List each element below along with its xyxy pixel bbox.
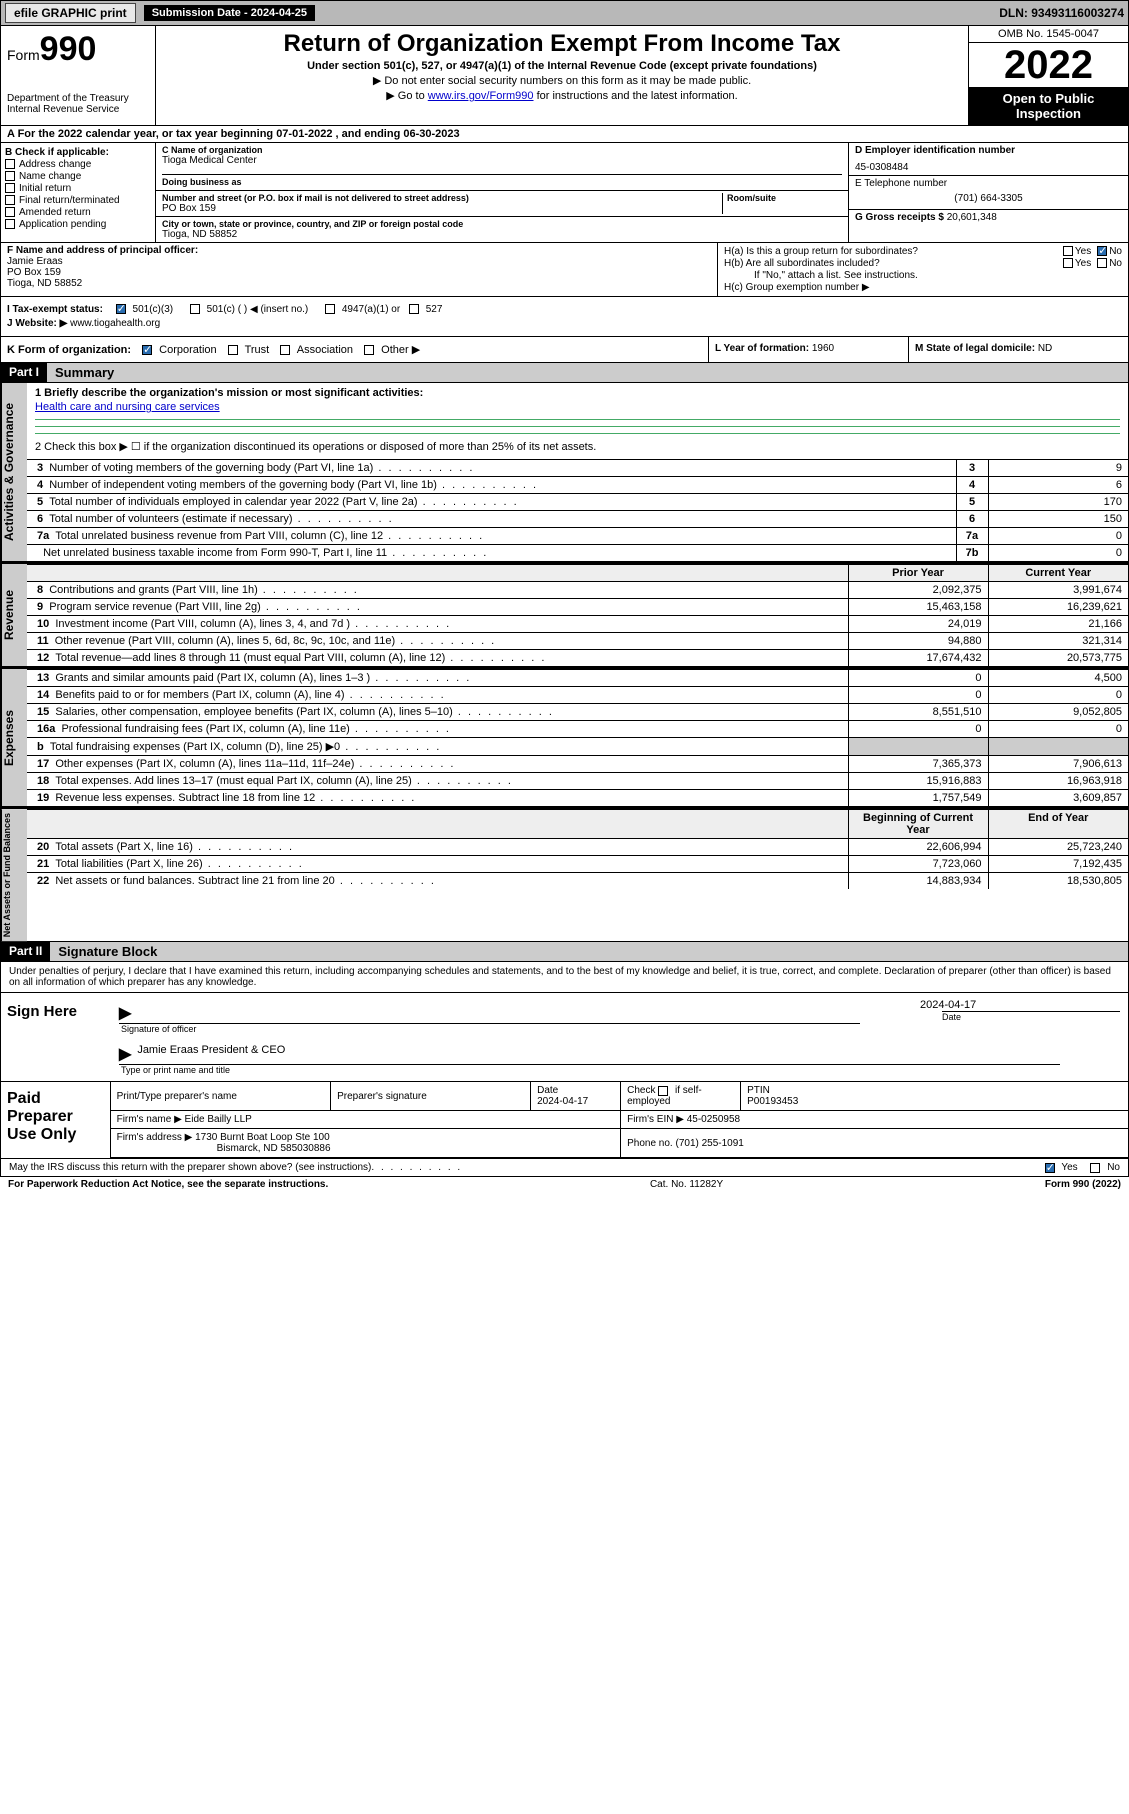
dln-label: DLN: 93493116003274 bbox=[999, 6, 1124, 20]
submission-date: Submission Date - 2024-04-25 bbox=[144, 5, 315, 21]
instructions-link[interactable]: www.irs.gov/Form990 bbox=[428, 90, 534, 102]
revenue-table: Prior YearCurrent Year 8 Contributions a… bbox=[27, 564, 1128, 666]
part-ii-header: Part II bbox=[1, 942, 50, 961]
firm-name: Eide Bailly LLP bbox=[185, 1114, 252, 1125]
firm-addr1: 1730 Burnt Boat Loop Ste 100 bbox=[195, 1132, 330, 1143]
netassets-table: Beginning of Current YearEnd of Year 20 … bbox=[27, 809, 1128, 889]
sig-date: 2024-04-17 bbox=[920, 999, 1120, 1011]
firm-phone: (701) 255-1091 bbox=[675, 1138, 743, 1149]
open-inspection: Open to Public Inspection bbox=[969, 87, 1128, 125]
form-number: 990 bbox=[40, 30, 97, 68]
line-j: J Website: ▶ www.tiogahealth.org bbox=[7, 318, 1122, 329]
signature-intro: Under penalties of perjury, I declare th… bbox=[0, 962, 1129, 993]
top-toolbar: efile GRAPHIC print Submission Date - 20… bbox=[0, 0, 1129, 26]
discuss-row: May the IRS discuss this return with the… bbox=[0, 1159, 1129, 1177]
paid-preparer-label: Paid Preparer Use Only bbox=[1, 1082, 111, 1158]
dept-label: Department of the Treasury bbox=[7, 93, 149, 104]
firm-ein: 45-0250958 bbox=[687, 1114, 740, 1125]
form-title: Return of Organization Exempt From Incom… bbox=[162, 30, 962, 58]
paid-preparer-table: Print/Type preparer's name Preparer's si… bbox=[111, 1082, 1128, 1158]
part-ii-title: Signature Block bbox=[50, 942, 1128, 961]
goto-note: ▶ Go to www.irs.gov/Form990 for instruct… bbox=[162, 89, 962, 102]
tax-year: 2022 bbox=[969, 43, 1128, 87]
form-word: Form bbox=[7, 47, 40, 63]
side-revenue: Revenue bbox=[1, 564, 27, 666]
form-footer: Form 990 (2022) bbox=[1045, 1179, 1121, 1190]
org-name: Tioga Medical Center bbox=[162, 155, 842, 166]
cat-no: Cat. No. 11282Y bbox=[650, 1179, 723, 1190]
omb-number: OMB No. 1545-0047 bbox=[969, 26, 1128, 43]
expenses-table: 13 Grants and similar amounts paid (Part… bbox=[27, 669, 1128, 806]
line-i: I Tax-exempt status: 501(c)(3) 501(c) ( … bbox=[7, 304, 1122, 315]
firm-addr2: Bismarck, ND 585030886 bbox=[217, 1143, 331, 1154]
mission-link[interactable]: Health care and nursing care services bbox=[35, 401, 220, 413]
org-address: PO Box 159 bbox=[162, 203, 722, 214]
officer-name: Jamie Eraas President & CEO bbox=[137, 1044, 285, 1064]
ssn-note: ▶ Do not enter social security numbers o… bbox=[162, 74, 962, 87]
summary-lines-3-7: 3 Number of voting members of the govern… bbox=[27, 459, 1128, 561]
ptin: P00193453 bbox=[747, 1096, 798, 1107]
side-expenses: Expenses bbox=[1, 669, 27, 806]
org-city: Tioga, ND 58852 bbox=[162, 229, 842, 240]
domicile: ND bbox=[1038, 343, 1052, 354]
irs-label: Internal Revenue Service bbox=[7, 104, 149, 115]
website: www.tiogahealth.org bbox=[70, 318, 160, 329]
ein: 45-0308484 bbox=[855, 162, 1122, 173]
section-b: B Check if applicable: Address change Na… bbox=[1, 143, 156, 242]
part-i-title: Summary bbox=[47, 363, 1128, 382]
section-c: C Name of organization Tioga Medical Cen… bbox=[156, 143, 848, 242]
form-subtitle: Under section 501(c), 527, or 4947(a)(1)… bbox=[162, 60, 962, 72]
part-i-header: Part I bbox=[1, 363, 47, 382]
gross-receipts: 20,601,348 bbox=[947, 212, 997, 223]
efile-print-button[interactable]: efile GRAPHIC print bbox=[5, 3, 136, 23]
line-k: K Form of organization: Corporation Trus… bbox=[1, 337, 708, 362]
section-h: H(a) Is this a group return for subordin… bbox=[718, 243, 1128, 296]
section-f: F Name and address of principal officer:… bbox=[1, 243, 718, 296]
year-formation: 1960 bbox=[812, 343, 834, 354]
sign-here-label: Sign Here bbox=[1, 993, 91, 1081]
side-netassets: Net Assets or Fund Balances bbox=[1, 809, 27, 941]
pra-notice: For Paperwork Reduction Act Notice, see … bbox=[8, 1179, 328, 1190]
section-d-e-g: D Employer identification number 45-0308… bbox=[848, 143, 1128, 242]
phone: (701) 664-3305 bbox=[855, 193, 1122, 204]
form-header: Form990 Department of the Treasury Inter… bbox=[0, 26, 1129, 126]
line-a: A For the 2022 calendar year, or tax yea… bbox=[0, 126, 1129, 143]
side-governance: Activities & Governance bbox=[1, 383, 27, 561]
